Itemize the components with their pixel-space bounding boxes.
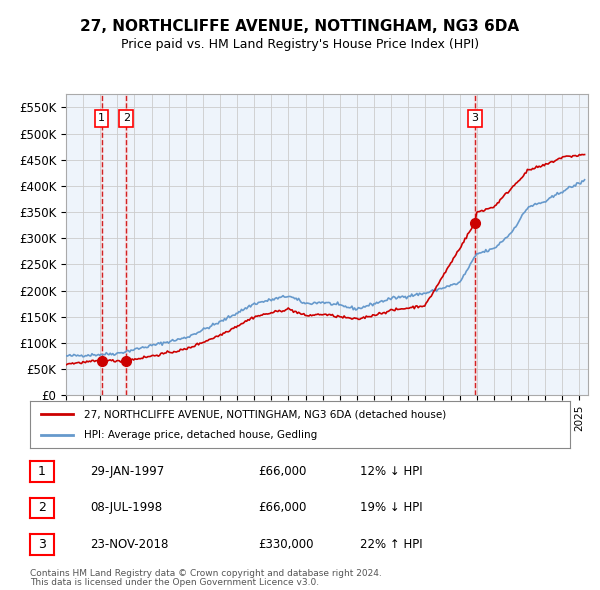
Text: 3: 3 <box>38 538 46 551</box>
Text: 22% ↑ HPI: 22% ↑ HPI <box>360 537 422 550</box>
Bar <box>125 94 127 395</box>
Text: Contains HM Land Registry data © Crown copyright and database right 2024.: Contains HM Land Registry data © Crown c… <box>30 569 382 578</box>
Text: Price paid vs. HM Land Registry's House Price Index (HPI): Price paid vs. HM Land Registry's House … <box>121 38 479 51</box>
Text: 1: 1 <box>38 465 46 478</box>
Text: 3: 3 <box>472 113 479 123</box>
Text: 08-JUL-1998: 08-JUL-1998 <box>90 501 162 514</box>
Bar <box>474 94 476 395</box>
Text: 2: 2 <box>38 502 46 514</box>
Text: This data is licensed under the Open Government Licence v3.0.: This data is licensed under the Open Gov… <box>30 578 319 588</box>
Text: £66,000: £66,000 <box>258 501 307 514</box>
Text: 23-NOV-2018: 23-NOV-2018 <box>90 537 169 550</box>
Text: 1: 1 <box>98 113 105 123</box>
Text: 27, NORTHCLIFFE AVENUE, NOTTINGHAM, NG3 6DA (detached house): 27, NORTHCLIFFE AVENUE, NOTTINGHAM, NG3 … <box>84 409 446 419</box>
Text: 27, NORTHCLIFFE AVENUE, NOTTINGHAM, NG3 6DA: 27, NORTHCLIFFE AVENUE, NOTTINGHAM, NG3 … <box>80 19 520 34</box>
Text: 29-JAN-1997: 29-JAN-1997 <box>90 465 164 478</box>
Text: £330,000: £330,000 <box>258 537 314 550</box>
Text: HPI: Average price, detached house, Gedling: HPI: Average price, detached house, Gedl… <box>84 430 317 440</box>
Text: £66,000: £66,000 <box>258 465 307 478</box>
Text: 12% ↓ HPI: 12% ↓ HPI <box>360 465 422 478</box>
Bar <box>101 94 103 395</box>
Text: 2: 2 <box>122 113 130 123</box>
Text: 19% ↓ HPI: 19% ↓ HPI <box>360 501 422 514</box>
